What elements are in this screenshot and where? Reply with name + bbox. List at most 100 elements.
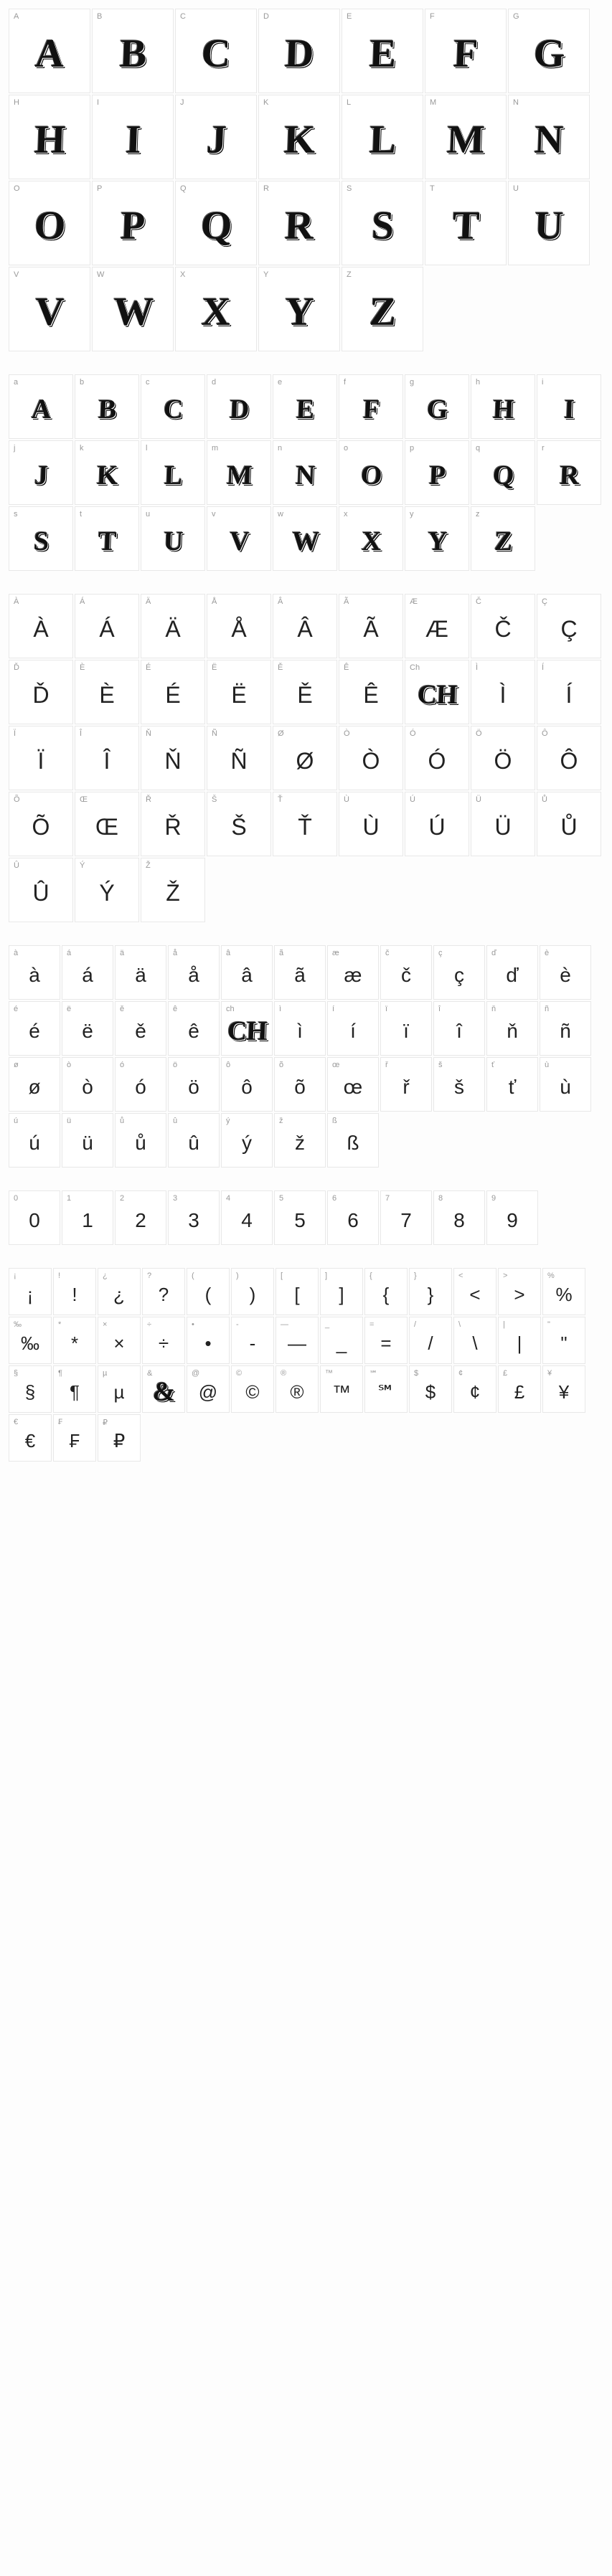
glyph-cell[interactable]: àà: [9, 945, 60, 1000]
glyph-cell[interactable]: ŇŇ: [141, 726, 205, 790]
glyph-cell[interactable]: ææ: [327, 945, 379, 1000]
glyph-cell[interactable]: ťť: [486, 1057, 538, 1112]
glyph-cell[interactable]: ¡¡: [9, 1268, 52, 1315]
glyph-cell[interactable]: &&: [142, 1365, 185, 1413]
glyph-cell[interactable]: yY: [405, 506, 469, 571]
glyph-cell[interactable]: ññ: [540, 1001, 591, 1056]
glyph-cell[interactable]: oO: [339, 440, 403, 505]
glyph-cell[interactable]: uU: [141, 506, 205, 571]
glyph-cell[interactable]: )): [231, 1268, 274, 1315]
glyph-cell[interactable]: ®®: [276, 1365, 319, 1413]
glyph-cell[interactable]: [[: [276, 1268, 319, 1315]
glyph-cell[interactable]: ÚÚ: [405, 792, 469, 856]
glyph-cell[interactable]: HH: [9, 95, 90, 179]
glyph-cell[interactable]: JJ: [175, 95, 257, 179]
glyph-cell[interactable]: 22: [115, 1190, 166, 1245]
glyph-cell[interactable]: XX: [175, 267, 257, 351]
glyph-cell[interactable]: mM: [207, 440, 271, 505]
glyph-cell[interactable]: GG: [508, 9, 590, 93]
glyph-cell[interactable]: %%: [542, 1268, 585, 1315]
glyph-cell[interactable]: rR: [537, 440, 601, 505]
glyph-cell[interactable]: ŮŮ: [537, 792, 601, 856]
glyph-cell[interactable]: iI: [537, 374, 601, 439]
glyph-cell[interactable]: èè: [540, 945, 591, 1000]
glyph-cell[interactable]: <<: [453, 1268, 496, 1315]
glyph-cell[interactable]: ÏÏ: [9, 726, 73, 790]
glyph-cell[interactable]: @@: [187, 1365, 230, 1413]
glyph-cell[interactable]: ChCH: [405, 660, 469, 724]
glyph-cell[interactable]: úú: [9, 1113, 60, 1168]
glyph-cell[interactable]: ČČ: [471, 594, 535, 658]
glyph-cell[interactable]: ØØ: [273, 726, 337, 790]
glyph-cell[interactable]: KK: [258, 95, 340, 179]
glyph-cell[interactable]: ÁÁ: [75, 594, 139, 658]
glyph-cell[interactable]: wW: [273, 506, 337, 571]
glyph-cell[interactable]: ÀÀ: [9, 594, 73, 658]
glyph-cell[interactable]: §§: [9, 1365, 52, 1413]
glyph-cell[interactable]: ₣₣: [53, 1414, 96, 1462]
glyph-cell[interactable]: 00: [9, 1190, 60, 1245]
glyph-cell[interactable]: cC: [141, 374, 205, 439]
glyph-cell[interactable]: üü: [62, 1113, 113, 1168]
glyph-cell[interactable]: €€: [9, 1414, 52, 1462]
glyph-cell[interactable]: kK: [75, 440, 139, 505]
glyph-cell[interactable]: fF: [339, 374, 403, 439]
glyph-cell[interactable]: ¥¥: [542, 1365, 585, 1413]
glyph-cell[interactable]: jJ: [9, 440, 73, 505]
glyph-cell[interactable]: ëë: [62, 1001, 113, 1056]
glyph-cell[interactable]: EE: [342, 9, 423, 93]
glyph-cell[interactable]: ïï: [380, 1001, 432, 1056]
glyph-cell[interactable]: šš: [433, 1057, 485, 1112]
glyph-cell[interactable]: ËË: [207, 660, 271, 724]
glyph-cell[interactable]: --: [231, 1317, 274, 1364]
glyph-cell[interactable]: ¢¢: [453, 1365, 496, 1413]
glyph-cell[interactable]: aA: [9, 374, 73, 439]
glyph-cell[interactable]: dD: [207, 374, 271, 439]
glyph-cell[interactable]: µµ: [98, 1365, 141, 1413]
glyph-cell[interactable]: II: [92, 95, 174, 179]
glyph-cell[interactable]: ÓÓ: [405, 726, 469, 790]
glyph-cell[interactable]: sS: [9, 506, 73, 571]
glyph-cell[interactable]: 55: [274, 1190, 326, 1245]
glyph-cell[interactable]: //: [409, 1317, 452, 1364]
glyph-cell[interactable]: FF: [425, 9, 507, 93]
glyph-cell[interactable]: 33: [168, 1190, 220, 1245]
glyph-cell[interactable]: õõ: [274, 1057, 326, 1112]
glyph-cell[interactable]: >>: [498, 1268, 541, 1315]
glyph-cell[interactable]: öö: [168, 1057, 220, 1112]
glyph-cell[interactable]: CC: [175, 9, 257, 93]
glyph-cell[interactable]: ÃÃ: [339, 594, 403, 658]
glyph-cell[interactable]: ãã: [274, 945, 326, 1000]
glyph-cell[interactable]: UU: [508, 181, 590, 265]
glyph-cell[interactable]: ĎĎ: [9, 660, 73, 724]
glyph-cell[interactable]: gG: [405, 374, 469, 439]
glyph-cell[interactable]: NN: [508, 95, 590, 179]
glyph-cell[interactable]: ýý: [221, 1113, 273, 1168]
glyph-cell[interactable]: ÆÆ: [405, 594, 469, 658]
glyph-cell[interactable]: }}: [409, 1268, 452, 1315]
glyph-cell[interactable]: ©©: [231, 1365, 274, 1413]
glyph-cell[interactable]: $$: [409, 1365, 452, 1413]
glyph-cell[interactable]: ùù: [540, 1057, 591, 1112]
glyph-cell[interactable]: ää: [115, 945, 166, 1000]
glyph-cell[interactable]: 88: [433, 1190, 485, 1245]
glyph-cell[interactable]: 66: [327, 1190, 379, 1245]
glyph-cell[interactable]: DD: [258, 9, 340, 93]
glyph-cell[interactable]: zZ: [471, 506, 535, 571]
glyph-cell[interactable]: SS: [342, 181, 423, 265]
glyph-cell[interactable]: ÷÷: [142, 1317, 185, 1364]
glyph-cell[interactable]: čč: [380, 945, 432, 1000]
glyph-cell[interactable]: ÄÄ: [141, 594, 205, 658]
glyph-cell[interactable]: ™™: [320, 1365, 363, 1413]
glyph-cell[interactable]: 11: [62, 1190, 113, 1245]
glyph-cell[interactable]: chCH: [221, 1001, 273, 1056]
glyph-cell[interactable]: "": [542, 1317, 585, 1364]
glyph-cell[interactable]: ℠℠: [364, 1365, 408, 1413]
glyph-cell[interactable]: ÈÈ: [75, 660, 139, 724]
glyph-cell[interactable]: ••: [187, 1317, 230, 1364]
glyph-cell[interactable]: OO: [9, 181, 90, 265]
glyph-cell[interactable]: 99: [486, 1190, 538, 1245]
glyph-cell[interactable]: RR: [258, 181, 340, 265]
glyph-cell[interactable]: ÕÕ: [9, 792, 73, 856]
glyph-cell[interactable]: ňň: [486, 1001, 538, 1056]
